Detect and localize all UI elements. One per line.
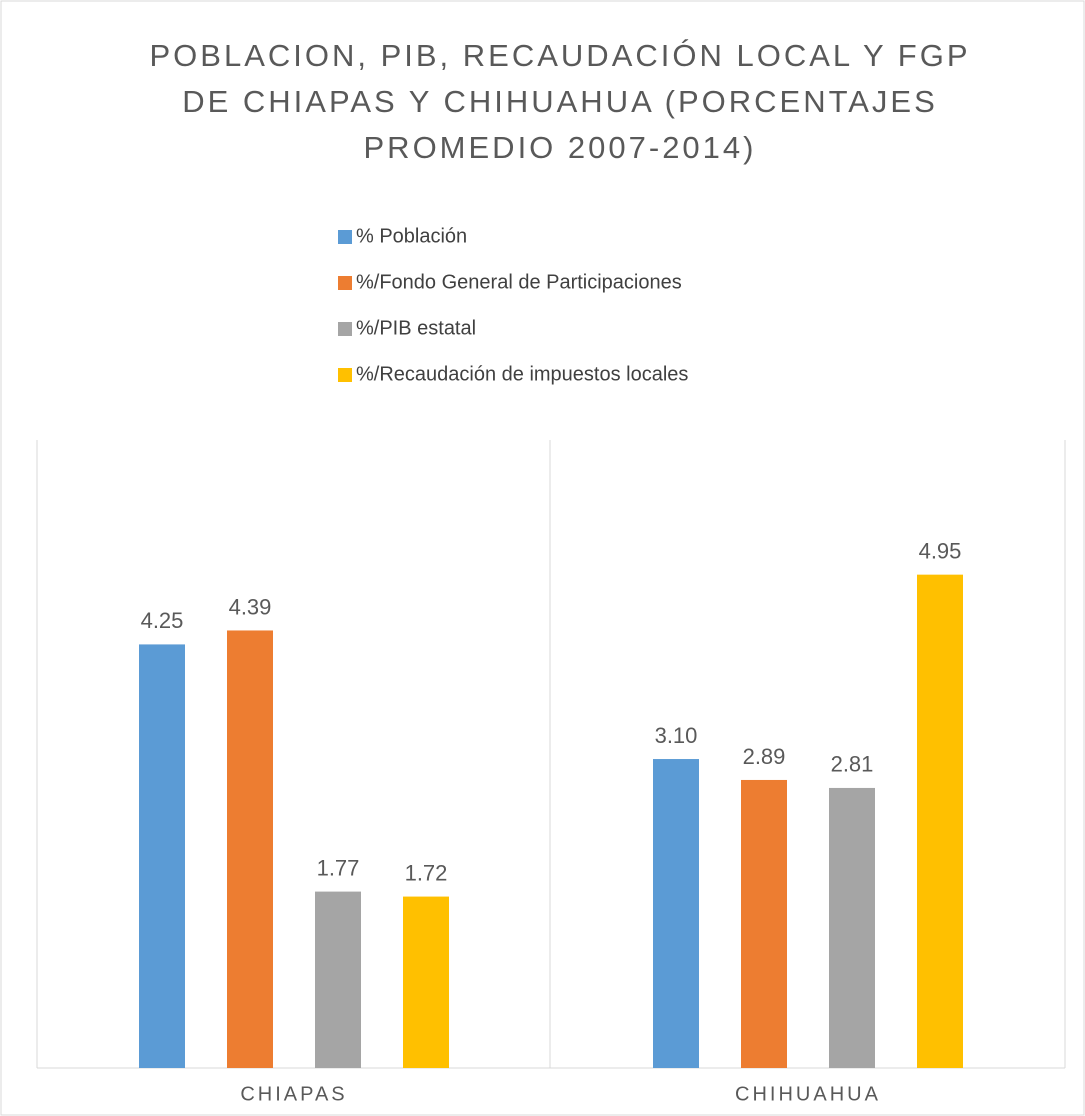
data-label: 1.72	[405, 860, 448, 885]
legend-label: %/Fondo General de Participaciones	[356, 271, 682, 293]
bar	[227, 630, 273, 1068]
bar	[653, 759, 699, 1068]
data-label: 2.81	[831, 752, 874, 777]
data-label: 1.77	[317, 855, 360, 880]
legend-label: % Población	[356, 225, 467, 247]
legend-swatch	[338, 368, 352, 382]
bar	[829, 787, 875, 1068]
x-tick-label: CHIHUAHUA	[735, 1083, 881, 1105]
legend-label: %/Recaudación de impuestos locales	[356, 363, 688, 385]
chart-title: DE CHIAPAS Y CHIHUAHUA (PORCENTAJES	[182, 84, 938, 119]
data-label: 4.95	[919, 538, 962, 563]
legend-swatch	[338, 276, 352, 290]
chart-title: POBLACION, PIB, RECAUDACIÓN LOCAL Y FGP	[149, 38, 970, 73]
legend-swatch	[338, 322, 352, 336]
bar	[741, 779, 787, 1068]
x-tick-label: CHIAPAS	[240, 1083, 347, 1105]
bar	[403, 896, 449, 1068]
bar	[139, 644, 185, 1068]
bar	[315, 891, 361, 1068]
bar	[917, 574, 963, 1068]
legend-swatch	[338, 230, 352, 244]
data-label: 2.89	[743, 744, 786, 769]
data-label: 4.25	[141, 608, 184, 633]
chart-title: PROMEDIO 2007-2014)	[364, 130, 757, 165]
legend-label: %/PIB estatal	[356, 317, 476, 339]
data-label: 3.10	[655, 723, 698, 748]
data-label: 4.39	[229, 594, 272, 619]
